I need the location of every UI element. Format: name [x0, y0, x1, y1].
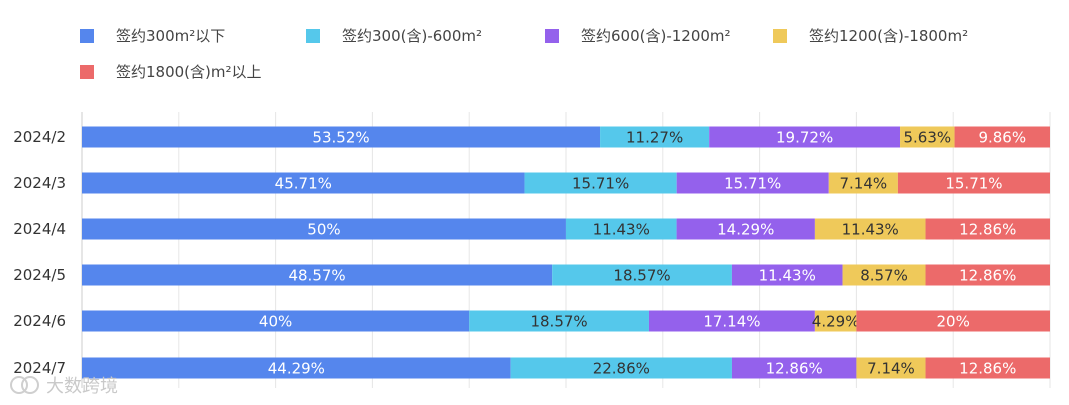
bar-row: 45.71% 15.71% 15.71% 7.14% 15.71%: [82, 172, 1050, 194]
bar-row: 50% 11.43% 14.29% 11.43% 12.86%: [82, 218, 1050, 240]
bar-segment: [954, 126, 1050, 148]
bar-segment: [828, 172, 898, 194]
bar-value-label: 18.57%: [530, 313, 587, 331]
bar-value-label: 11.43%: [759, 267, 816, 285]
y-tick-label: 2024/3: [13, 174, 66, 192]
y-tick-label: 2024/5: [13, 266, 66, 284]
legend-label: 签约600(含)-1200m²: [581, 27, 731, 45]
legend-label: 签约1200(含)-1800m²: [809, 27, 968, 45]
bar-segment: [648, 310, 815, 332]
legend-swatch: [545, 29, 559, 43]
bar-value-label: 12.86%: [959, 221, 1016, 239]
bar-segment: [82, 218, 566, 240]
bar-segment: [600, 126, 710, 148]
bar-segment: [731, 264, 843, 286]
legend-swatch: [80, 65, 94, 79]
bar-segment: [925, 357, 1050, 379]
y-tick-label: 2024/6: [13, 312, 66, 330]
bar-value-label: 12.86%: [766, 360, 823, 378]
legend-swatch: [306, 29, 320, 43]
bar-segment: [856, 357, 926, 379]
legend-label: 签约300(含)-600m²: [342, 27, 482, 45]
bar-value-label: 12.86%: [959, 360, 1016, 378]
bar-value-label: 18.57%: [613, 267, 670, 285]
bar-value-label: 15.71%: [572, 175, 629, 193]
watermark-logo-icon: [10, 376, 39, 394]
legend-swatch: [773, 29, 787, 43]
bar-value-label: 9.86%: [978, 129, 1026, 147]
y-tick-label: 2024/4: [13, 220, 66, 238]
y-tick-label: 2024/7: [13, 359, 66, 377]
bar-value-label: 50%: [307, 221, 340, 239]
bar-value-label: 7.14%: [867, 360, 915, 378]
bar-value-label: 20%: [937, 313, 970, 331]
bar-value-label: 19.72%: [776, 129, 833, 147]
bar-value-label: 22.86%: [593, 360, 650, 378]
bar-segment: [469, 310, 649, 332]
legend: 签约300m²以下 签约300(含)-600m² 签约600(含)-1200m² 签约…: [80, 27, 968, 81]
bar-row: 48.57% 18.57% 11.43% 8.57% 12.86%: [82, 264, 1050, 286]
legend-item: 签约300m²以下: [80, 27, 225, 45]
legend-item: 签约600(含)-1200m²: [545, 27, 731, 45]
bar-value-label: 7.14%: [840, 175, 888, 193]
bar-segment: [676, 172, 829, 194]
bar-segment: [82, 126, 601, 148]
watermark-text: 大数跨境: [46, 376, 118, 397]
y-tick-label: 2024/2: [13, 128, 66, 146]
legend-swatch: [80, 29, 94, 43]
bar-value-label: 11.27%: [626, 129, 683, 147]
legend-item: 签约1800(含)m²以上: [80, 63, 262, 81]
bar-value-label: 4.29%: [812, 313, 860, 331]
bar-segment: [82, 172, 525, 194]
bar-value-label: 53.52%: [312, 129, 369, 147]
y-axis-tick-labels: 2024/2 2024/3 2024/4 2024/5 2024/6 2024/7: [13, 128, 66, 377]
watermark: 大数跨境: [8, 372, 118, 398]
bar-segment: [524, 172, 677, 194]
bar-segment: [510, 357, 732, 379]
bar-segment: [925, 218, 1050, 240]
legend-label: 签约1800(含)m²以上: [116, 63, 262, 81]
bar-segment: [814, 218, 926, 240]
bar-value-label: 8.57%: [860, 267, 908, 285]
bar-segment: [842, 264, 926, 286]
bar-value-label: 40%: [259, 313, 292, 331]
bar-value-label: 48.57%: [288, 267, 345, 285]
bar-segment: [900, 126, 955, 148]
bar-row: 44.29% 22.86% 12.86% 7.14% 12.86%: [82, 357, 1050, 379]
bar-segment: [925, 264, 1050, 286]
legend-item: 签约300(含)-600m²: [306, 27, 482, 45]
legend-item: 签约1200(含)-1800m²: [773, 27, 968, 45]
bar-segment: [565, 218, 677, 240]
bar-row: 40% 18.57% 17.14% 4.29% 20%: [82, 310, 1050, 332]
bar-value-label: 45.71%: [275, 175, 332, 193]
bar-segment: [82, 357, 511, 379]
gridlines: [81, 112, 1051, 388]
legend-label: 签约300m²以下: [116, 27, 225, 45]
bar-segment: [814, 310, 857, 332]
bar-segment: [82, 310, 470, 332]
bar-segment: [82, 264, 553, 286]
bar-segment: [731, 357, 857, 379]
bar-segment: [856, 310, 1050, 332]
bar-value-label: 5.63%: [903, 129, 951, 147]
bar-value-label: 12.86%: [959, 267, 1016, 285]
bar-row: 53.52% 11.27% 19.72% 5.63% 9.86%: [82, 126, 1050, 148]
bar-value-label: 15.71%: [945, 175, 1002, 193]
bar-segment: [676, 218, 815, 240]
bar-value-label: 17.14%: [703, 313, 760, 331]
bar-value-label: 44.29%: [268, 360, 325, 378]
bars: 53.52% 11.27% 19.72% 5.63% 9.86% 45.71% 15.71%…: [82, 126, 1050, 379]
bar-segment: [709, 126, 901, 148]
bar-value-label: 11.43%: [593, 221, 650, 239]
bar-value-label: 15.71%: [724, 175, 781, 193]
bar-segment: [897, 172, 1050, 194]
bar-value-label: 11.43%: [842, 221, 899, 239]
bar-value-label: 14.29%: [717, 221, 774, 239]
bar-segment: [552, 264, 732, 286]
